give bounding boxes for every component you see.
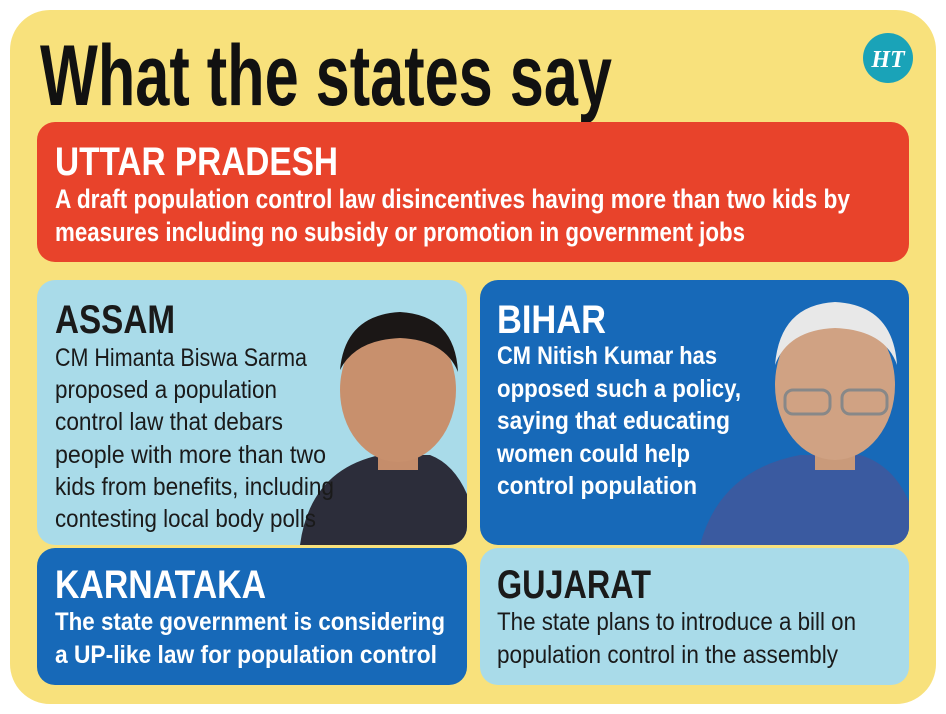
section-text: control population: [497, 472, 697, 500]
section-text: a UP-like law for population control: [55, 641, 437, 669]
section-text: A draft population control law disincent…: [55, 184, 850, 214]
section-text: measures including no subsidy or promoti…: [55, 217, 745, 247]
karnataka-card: [37, 548, 467, 685]
section-name: BIHAR: [497, 298, 606, 342]
section-name: GUJARAT: [497, 563, 651, 607]
section-text: proposed a population: [55, 376, 277, 404]
section-text: saying that educating: [497, 407, 730, 435]
section-text: The state plans to introduce a bill on: [497, 608, 856, 636]
section-text: opposed such a policy,: [497, 375, 741, 403]
section-text: contesting local body polls: [55, 505, 316, 533]
section-text: population control in the assembly: [497, 641, 838, 669]
gujarat-card: [480, 548, 909, 685]
section-name: UTTAR PRADESH: [55, 140, 338, 184]
logo-text: HT: [870, 47, 906, 73]
assam-photo: [300, 312, 467, 545]
section-text: kids from benefits, including: [55, 473, 334, 501]
title: What the states say: [40, 28, 612, 124]
logo-badge: [863, 33, 913, 83]
section-text: CM Nitish Kumar has: [497, 342, 717, 370]
section-name: KARNATAKA: [55, 563, 266, 607]
bihar-photo: [700, 302, 909, 545]
section-text: women could help: [496, 440, 690, 468]
section-text: people with more than two: [55, 441, 326, 469]
section-text: control law that debars: [55, 408, 283, 436]
section-name: ASSAM: [55, 298, 175, 342]
up-card: [37, 122, 909, 262]
section-text: CM Himanta Biswa Sarma: [55, 344, 307, 372]
section-text: The state government is considering: [55, 608, 445, 636]
